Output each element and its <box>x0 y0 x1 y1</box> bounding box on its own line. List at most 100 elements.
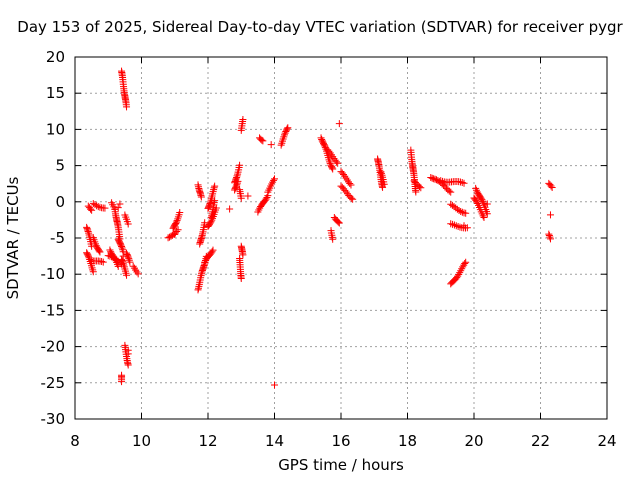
data-point <box>321 142 329 150</box>
data-point <box>88 242 96 250</box>
data-point <box>347 194 355 202</box>
data-point <box>472 186 480 194</box>
data-point <box>176 209 184 217</box>
x-tick-label: 12 <box>198 432 217 450</box>
data-point <box>171 230 179 238</box>
data-point <box>124 346 132 354</box>
data-point <box>256 204 264 212</box>
data-point <box>428 174 436 182</box>
data-point <box>480 214 488 222</box>
data-point <box>133 268 141 276</box>
data-point <box>458 179 466 187</box>
data-point <box>473 198 481 206</box>
data-point <box>326 160 334 168</box>
y-tick-label: 10 <box>46 120 65 138</box>
data-point <box>335 120 343 128</box>
data-point <box>124 253 132 261</box>
data-point <box>460 222 468 230</box>
data-point <box>226 205 234 213</box>
data-point <box>244 192 252 200</box>
data-point <box>462 258 470 266</box>
data-point <box>317 134 325 142</box>
y-tick-label: 20 <box>46 48 65 66</box>
data-point <box>93 202 101 210</box>
x-tick-label: 22 <box>531 432 550 450</box>
y-tick-label: -10 <box>41 265 66 283</box>
data-point <box>172 219 180 227</box>
data-point <box>430 175 438 183</box>
data-point <box>545 232 553 240</box>
data-point <box>548 184 556 192</box>
data-point <box>457 207 465 215</box>
data-point <box>349 195 357 203</box>
data-point <box>94 203 102 211</box>
data-point <box>124 361 132 369</box>
data-point <box>118 378 126 386</box>
data-point <box>271 175 278 183</box>
data-point <box>427 174 435 182</box>
data-point <box>232 182 240 190</box>
data-point <box>95 247 103 255</box>
data-point <box>335 219 343 227</box>
data-point <box>173 217 181 225</box>
data-point <box>271 381 278 389</box>
data-point <box>269 178 277 186</box>
data-point <box>239 116 247 124</box>
y-tick-label: 5 <box>55 157 65 175</box>
data-point <box>477 194 485 202</box>
data-point <box>207 198 215 206</box>
data-point <box>339 171 347 179</box>
y-axis-label: SDTVAR / TECUs <box>4 176 22 300</box>
axis-ticks: 8 10 12 14 16 18 20 22 24 -30 -25 -20 -15 -10 -5 0 5 10 15… <box>41 48 617 450</box>
data-point <box>87 205 95 213</box>
data-point <box>112 257 120 265</box>
x-tick-label: 24 <box>597 432 616 450</box>
data-point <box>258 136 266 144</box>
data-point <box>210 184 218 192</box>
data-point <box>545 230 553 238</box>
data-point <box>107 248 115 256</box>
data-point <box>134 270 142 278</box>
data-point <box>259 137 267 145</box>
data-point <box>479 197 487 205</box>
data-point <box>417 184 425 192</box>
data-point <box>270 176 278 184</box>
data-point <box>239 251 247 259</box>
data-point <box>380 180 388 188</box>
data-point <box>281 129 289 137</box>
data-point <box>546 211 554 219</box>
x-tick-label: 10 <box>132 432 151 450</box>
y-tick-label: -5 <box>50 229 65 247</box>
data-point <box>114 204 122 212</box>
data-point <box>119 252 127 260</box>
data-point <box>84 252 92 260</box>
data-point <box>101 204 109 212</box>
x-tick-label: 18 <box>398 432 417 450</box>
data-point <box>261 196 269 204</box>
y-tick-label: 0 <box>55 193 65 211</box>
y-tick-label: -15 <box>41 301 66 319</box>
data-point <box>284 124 292 132</box>
data-point <box>119 259 127 267</box>
data-point <box>479 212 487 220</box>
data-point <box>326 149 334 157</box>
data-point <box>415 183 423 191</box>
data-point <box>96 248 104 256</box>
data-point <box>326 158 334 166</box>
data-point <box>237 274 245 282</box>
data-point <box>329 165 337 173</box>
x-axis-label: GPS time / hours <box>278 456 404 474</box>
data-point <box>124 220 132 228</box>
data-point <box>447 188 455 196</box>
data-point <box>206 200 214 208</box>
data-point <box>125 255 133 263</box>
data-point <box>329 235 337 243</box>
data-point <box>211 182 219 190</box>
x-tick-label: 14 <box>265 432 284 450</box>
data-point <box>236 161 244 169</box>
data-point <box>462 209 470 217</box>
data-point <box>456 178 464 186</box>
data-point <box>206 219 214 227</box>
x-tick-label: 8 <box>70 432 80 450</box>
